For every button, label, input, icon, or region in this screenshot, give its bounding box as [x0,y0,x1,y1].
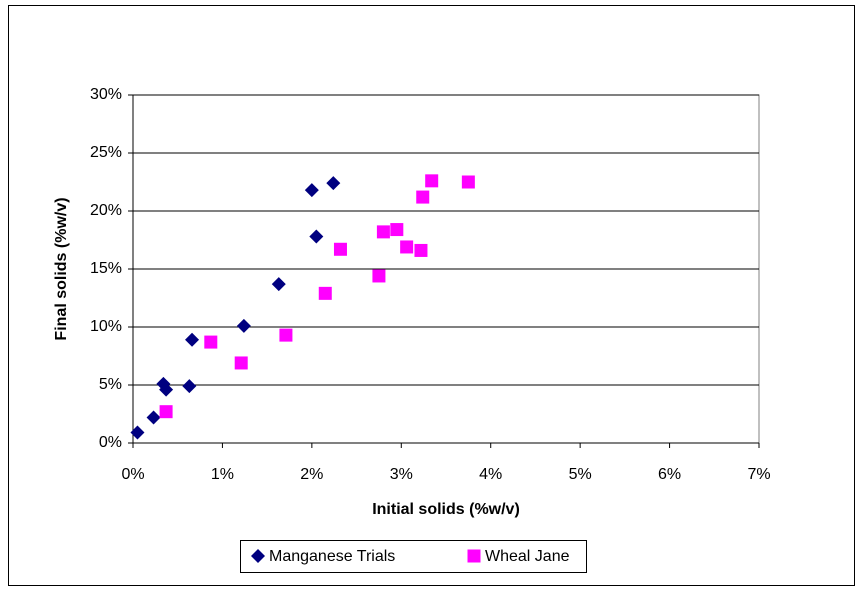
x-axis-title: Initial solids (%w/v) [372,501,520,518]
point [236,318,251,333]
point [185,332,200,347]
point [461,175,475,189]
x-tick-label: 5% [569,466,592,483]
point [416,190,430,204]
x-tick-label: 4% [479,466,502,483]
y-tick-label: 25% [90,144,122,161]
point [204,335,218,349]
legend-marker [467,549,481,563]
point [279,328,293,342]
y-tick-label: 0% [99,434,122,451]
point [271,277,286,292]
y-tick-label: 20% [90,202,122,219]
legend-marker [251,549,265,563]
y-tick-label: 30% [90,86,122,103]
x-tick-label: 3% [390,466,413,483]
y-tick-label: 5% [99,376,122,393]
point [400,240,414,254]
point [376,225,390,239]
point [130,425,145,440]
point [333,242,347,256]
point [159,405,173,419]
point [390,223,404,237]
x-tick-label: 2% [300,466,323,483]
point [425,174,439,188]
point [414,243,428,257]
point [146,410,161,425]
x-tick-label: 7% [747,466,770,483]
x-tick-label: 6% [658,466,681,483]
y-tick-label: 15% [90,260,122,277]
y-tick-label: 10% [90,318,122,335]
point [304,183,319,198]
point [372,269,386,283]
legend-box [240,540,587,573]
point [159,382,174,397]
legend-label: Wheal Jane [485,548,570,565]
point [234,356,248,370]
x-tick-label: 1% [211,466,234,483]
point [309,229,324,244]
point [182,379,197,394]
x-tick-label: 0% [121,466,144,483]
point [326,176,341,191]
legend-label: Manganese Trials [269,548,395,565]
point [318,286,332,300]
y-axis-title: Final solids (%w/v) [53,197,70,340]
